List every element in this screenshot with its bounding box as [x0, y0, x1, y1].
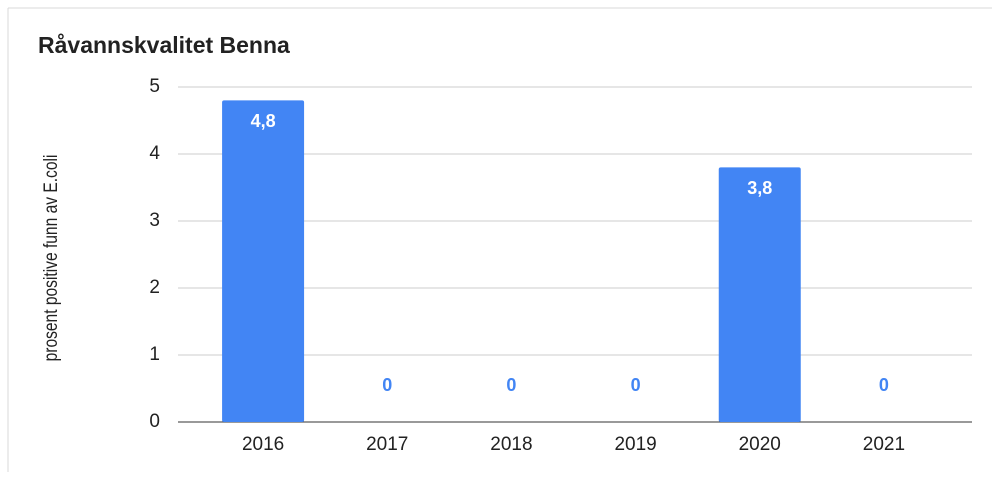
y-axis-label: prosent positive funn av E.coli: [40, 155, 62, 362]
x-tick-label: 2019: [614, 434, 656, 455]
x-tick-label: 2021: [863, 434, 905, 455]
bar: [222, 100, 305, 423]
x-tick-label: 2020: [739, 434, 781, 455]
y-tick-label: 1: [149, 344, 160, 365]
y-tick-label: 3: [149, 210, 160, 231]
data-label: 0: [382, 375, 392, 395]
data-label: 4,8: [251, 111, 276, 131]
bar: [718, 167, 801, 422]
data-label: 0: [879, 375, 889, 395]
y-tick-label: 4: [149, 143, 160, 164]
data-label: 0: [631, 375, 641, 395]
y-tick-label: 5: [149, 76, 160, 97]
data-label: 3,8: [747, 178, 772, 198]
x-tick-label: 2016: [242, 434, 284, 455]
chart-title: Råvannskvalitet Benna: [38, 32, 290, 58]
y-tick-label: 0: [149, 411, 160, 432]
data-label: 0: [506, 375, 516, 395]
x-tick-label: 2018: [490, 434, 532, 455]
y-tick-label: 2: [149, 277, 160, 298]
x-tick-label: 2017: [366, 434, 408, 455]
